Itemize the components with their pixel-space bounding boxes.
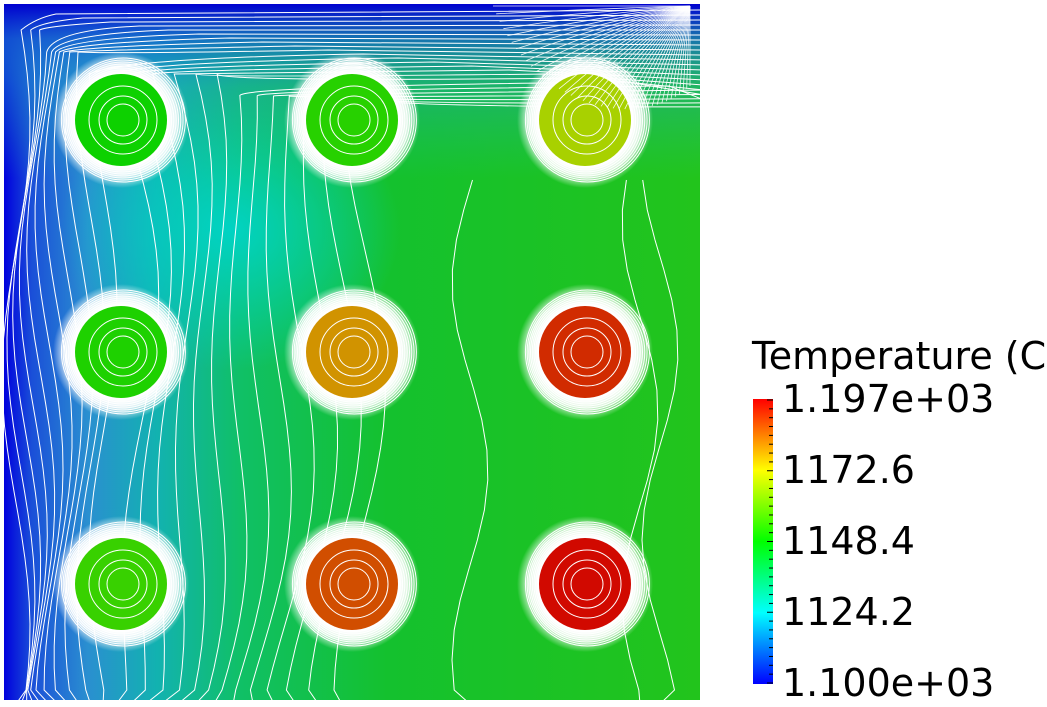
heat-source-ring [552, 85, 622, 155]
heat-source [53, 516, 189, 652]
legend-color-bar [753, 399, 773, 684]
isotherm-line [12, 19, 700, 700]
isotherm-line [530, 5, 691, 67]
heat-source-ring [562, 559, 612, 609]
isotherm-line [53, 41, 700, 700]
heat-source [517, 52, 653, 188]
heat-source-ring [329, 559, 379, 609]
heat-source-ring [337, 103, 371, 137]
heat-source [284, 516, 420, 652]
isotherm-line [43, 37, 700, 700]
heat-source [284, 284, 420, 420]
heat-source-ring [106, 335, 140, 369]
heat-source-ring [319, 549, 389, 619]
isotherm-line [541, 5, 691, 77]
heat-source-ring [329, 95, 379, 145]
heat-source-ring [552, 549, 622, 619]
isotherm-line [594, 5, 691, 106]
isotherm-line [641, 179, 679, 700]
heat-source [53, 52, 189, 188]
domain-field [4, 4, 700, 700]
isotherm-line [624, 5, 691, 110]
heat-source-ring [98, 327, 148, 377]
isotherm-line [525, 5, 691, 62]
isotherm-line [606, 5, 691, 108]
legend-tick-label: 1172.6 [782, 448, 915, 492]
isotherm-line [215, 81, 700, 700]
isotherm-line [507, 5, 691, 37]
isotherm-line [249, 89, 700, 700]
isotherm-line [558, 5, 691, 90]
isotherm-line [651, 5, 691, 107]
heat-sources [53, 52, 653, 652]
heat-source-ring [570, 567, 604, 601]
heat-source-ring [106, 103, 140, 137]
isotherm-line [564, 5, 691, 93]
isotherm-line [233, 85, 700, 700]
heat-source-ring [337, 567, 371, 601]
legend-max-label: 1.197e+03 [782, 377, 995, 421]
isotherm-line [641, 5, 691, 109]
heat-source-ring [570, 335, 604, 369]
isotherm-line [34, 33, 700, 700]
isotherm-line [547, 5, 691, 82]
heat-source-ring [337, 335, 371, 369]
isotherm-line [646, 5, 691, 108]
isotherm-line [618, 5, 691, 110]
isotherm-line [511, 5, 691, 43]
heat-source-ring [98, 95, 148, 145]
isotherm-line [18, 24, 700, 700]
isotherm-line [570, 5, 691, 96]
isotherm-line [630, 5, 691, 110]
heat-source-ring [319, 317, 389, 387]
heat-source-ring [88, 549, 158, 619]
isotherm-line [600, 5, 691, 107]
heat-source-ring [88, 317, 158, 387]
isotherm-line [661, 5, 691, 104]
heat-source [284, 52, 420, 188]
isotherm-line [64, 45, 700, 700]
isotherm-line [503, 5, 691, 30]
heat-source-ring [552, 317, 622, 387]
isotherm-line [520, 5, 691, 56]
legend-title: Temperature (C) [752, 334, 1047, 378]
heat-source-ring [329, 327, 379, 377]
legend-min-label: 1.100e+03 [782, 661, 995, 705]
heat-source-ring [570, 103, 604, 137]
heat-source-ring [562, 327, 612, 377]
isotherm-line [656, 5, 691, 105]
heat-source-ring [98, 559, 148, 609]
isotherm-line [536, 5, 691, 72]
isotherm-line [499, 5, 691, 22]
isotherm-line [635, 5, 691, 109]
isotherm-line [6, 14, 700, 700]
isotherm-line [26, 29, 700, 700]
heat-source [517, 516, 653, 652]
legend-tick-label: 1124.2 [782, 590, 915, 634]
heat-source-ring [88, 85, 158, 155]
heat-source-ring [106, 567, 140, 601]
isotherm-line [588, 5, 691, 104]
heat-source-ring [319, 85, 389, 155]
isotherm-line [576, 5, 691, 99]
isotherm-line [451, 179, 489, 700]
isotherm-line [516, 5, 691, 50]
corner-isotherm-fan [493, 5, 691, 110]
legend-tick-label: 1148.4 [782, 519, 915, 563]
heat-source [517, 284, 653, 420]
isotherm-line [496, 5, 691, 15]
isotherm-line [552, 5, 691, 86]
isotherm-line [612, 5, 691, 109]
heat-source [53, 284, 189, 420]
isotherm-line [582, 5, 691, 102]
